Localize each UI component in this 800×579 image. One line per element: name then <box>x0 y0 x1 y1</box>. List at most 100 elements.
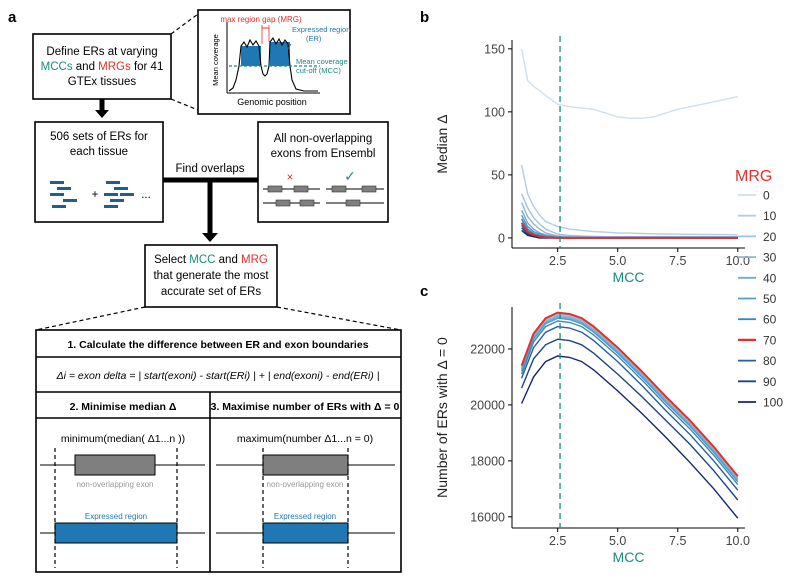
table-connector-left <box>35 306 146 331</box>
arrowhead-overlaps-to-select <box>202 233 218 242</box>
panel-a-letter: a <box>8 9 17 26</box>
define-line1: Define ERs at varying <box>46 46 157 58</box>
step3-expr: maximum(number Δ1...n = 0) <box>237 433 373 445</box>
legend-label-30: 30 <box>763 251 777 265</box>
select-and-word: and <box>215 254 241 266</box>
x-tick-label-b: 5.0 <box>609 254 626 268</box>
inset-y-label: Mean coverage <box>211 34 220 86</box>
select-box: Select MCC and MRG that generate the mos… <box>144 244 278 308</box>
x-tick-label-b: 10.0 <box>726 254 750 268</box>
legend-label-0: 0 <box>763 189 770 203</box>
define-line2: MCCs and MRGs for 41 <box>41 61 164 73</box>
select-line2: that generate the most <box>153 270 269 282</box>
select-mrg-word: MRG <box>241 254 268 266</box>
sets-line2: each tissue <box>70 146 128 158</box>
inset-er-label-1: Expressed region <box>292 25 350 34</box>
series-line-c-100 <box>520 355 739 519</box>
series-line-b-10 <box>520 164 738 236</box>
series-line-c-80 <box>520 325 739 491</box>
x-tick-label-c: 5.0 <box>609 534 626 548</box>
legend-label-90: 90 <box>763 375 777 389</box>
series-line-c-0 <box>520 314 739 480</box>
series-line-c-90 <box>520 338 739 501</box>
exons-line1: All non-overlapping <box>274 133 372 145</box>
y-tick-label-c: 22000 <box>470 342 505 356</box>
step1-formula: Δi = exon delta = | start(exoni) - start… <box>56 370 380 382</box>
step3-exon-label: non-overlapping exon <box>267 480 344 489</box>
step3-title: 3. Maximise number of ERs with Δ = 0 <box>211 401 400 413</box>
select-line3: accurate set of ERs <box>161 286 262 298</box>
sets-ellipsis: ... <box>141 189 151 201</box>
x-tick-label-b: 2.5 <box>549 254 566 268</box>
legend-label-20: 20 <box>763 230 777 244</box>
legend-label-40: 40 <box>763 271 777 285</box>
step2-exon-block <box>74 454 156 476</box>
series-line-c-50 <box>520 317 739 483</box>
inset-er-block-2 <box>270 42 290 66</box>
series-line-c-30 <box>520 314 739 480</box>
exons-line2: exons from Ensembl <box>271 148 376 160</box>
select-line1: Select MCC and MRG <box>154 254 268 266</box>
select-mcc-word: MCC <box>189 254 215 266</box>
y-axis-label-c: Number of ERs with Δ = 0 <box>434 337 450 498</box>
arrowhead-define-to-sets <box>95 110 109 118</box>
step3-er-block <box>262 522 349 544</box>
sets-line1: 506 sets of ERs for <box>50 131 148 143</box>
inset-connector-bottom <box>170 98 199 111</box>
er-dash-cluster-2 <box>104 181 134 208</box>
inset-x-label: Genomic position <box>237 97 307 107</box>
x-axis-label-c: MCC <box>613 549 645 565</box>
series-line-c-60 <box>520 320 739 486</box>
step1-title: 1. Calculate the difference between ER a… <box>67 339 368 351</box>
series-line-b-20 <box>520 193 738 238</box>
ensembl-exons-box: All non-overlapping exons from Ensembl ×… <box>257 121 389 223</box>
inset-connector-top <box>170 13 199 35</box>
step3-er-label: Expressed region <box>274 512 336 521</box>
inset-coverage-trace <box>228 36 318 92</box>
inset-er-pointer <box>285 43 292 53</box>
legend-label-60: 60 <box>763 313 777 327</box>
series-line-b-30 <box>520 202 738 238</box>
y-tick-label-b: 150 <box>484 42 505 56</box>
y-tick-label-b: 100 <box>484 105 505 119</box>
series-line-c-10 <box>520 313 739 479</box>
mrg-legend: MRG 0 10 20 30 40 50 60 70 80 90 100 <box>735 168 783 410</box>
series-line-c-40 <box>520 316 739 481</box>
panel-b-letter: b <box>420 9 429 26</box>
step3-exon-block <box>262 454 349 476</box>
y-tick-label-b: 50 <box>491 168 505 182</box>
define-and-word: and <box>73 61 99 73</box>
cross-mark: × <box>287 172 294 184</box>
legend-label-70: 70 <box>763 333 777 347</box>
legend-label-50: 50 <box>763 292 777 306</box>
inset-mrg-label: max region gap (MRG) <box>220 15 302 24</box>
exon-blocks <box>267 185 377 207</box>
step2-er-block <box>54 522 178 544</box>
inset-er-label-2: (ER) <box>306 34 322 43</box>
step2-er-label: Expressed region <box>85 512 147 521</box>
legend-label-10: 10 <box>763 209 777 223</box>
series-line-b-70 <box>520 222 738 239</box>
select-word: Select <box>154 254 189 266</box>
inset-mcc-label-1: Mean coverage <box>296 57 348 66</box>
x-tick-label-c: 2.5 <box>549 534 566 548</box>
inset-er-block-1 <box>241 46 261 66</box>
x-axis-label-b: MCC <box>613 269 645 285</box>
y-tick-label-c: 16000 <box>470 510 505 524</box>
er-dash-cluster-1 <box>50 181 77 208</box>
x-tick-label-c: 10.0 <box>726 534 750 548</box>
legend-label-100: 100 <box>763 396 783 410</box>
series-line-b-0 <box>520 48 738 119</box>
x-tick-label-c: 7.5 <box>669 534 686 548</box>
chart-c: 16000 18000 20000 22000 2.5 5.0 7.5 10.0 MCC Numb… <box>434 303 750 565</box>
method-table: 1. Calculate the difference between ER a… <box>35 329 402 573</box>
find-overlaps-label: Find overlaps <box>175 163 244 175</box>
legend-title: MRG <box>735 168 772 185</box>
panel-c-letter: c <box>420 283 428 300</box>
define-mrg-word: MRGs <box>98 61 131 73</box>
define-line3: GTEx tissues <box>68 76 137 88</box>
check-mark: ✓ <box>344 168 356 184</box>
define-mcc-word: MCCs <box>41 61 73 73</box>
y-axis-label-b: Median Δ <box>434 114 450 173</box>
